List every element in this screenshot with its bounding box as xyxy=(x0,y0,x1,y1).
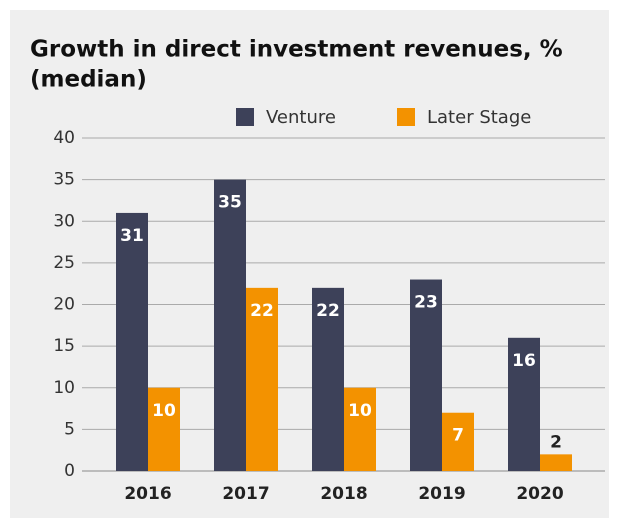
bar xyxy=(148,387,180,471)
data-label: 22 xyxy=(316,301,340,321)
bar xyxy=(246,287,278,471)
chart-title: (median) xyxy=(30,67,147,93)
x-tick-label: 2020 xyxy=(516,484,563,504)
data-label: 16 xyxy=(512,351,536,371)
data-label: 31 xyxy=(120,226,144,246)
data-label: 10 xyxy=(152,401,176,421)
x-tick-label: 2017 xyxy=(222,484,269,504)
legend-swatch xyxy=(397,108,415,126)
x-tick-label: 2019 xyxy=(418,484,465,504)
bar xyxy=(410,279,442,471)
bar xyxy=(508,337,540,471)
bar xyxy=(312,287,344,471)
y-tick-label: 20 xyxy=(53,295,75,315)
y-tick-label: 5 xyxy=(64,419,75,439)
data-label: 2 xyxy=(550,432,562,452)
y-tick-label: 40 xyxy=(53,128,75,148)
legend-label: Venture xyxy=(266,107,336,128)
bar xyxy=(116,212,148,472)
x-tick-label: 2018 xyxy=(320,484,367,504)
data-label: 10 xyxy=(348,401,372,421)
chart-title: Growth in direct investment revenues, % xyxy=(30,37,563,63)
bar xyxy=(540,454,572,471)
legend-swatch xyxy=(236,108,254,126)
bar xyxy=(214,179,246,471)
y-tick-label: 35 xyxy=(53,170,75,190)
y-tick-label: 0 xyxy=(64,461,75,481)
data-label: 7 xyxy=(452,426,464,446)
legend-label: Later Stage xyxy=(427,107,531,128)
data-label: 22 xyxy=(250,301,274,321)
data-label: 35 xyxy=(218,193,242,213)
y-tick-label: 25 xyxy=(53,253,75,273)
y-tick-label: 30 xyxy=(53,211,75,231)
bar xyxy=(344,387,376,471)
bar xyxy=(442,412,474,471)
data-label: 23 xyxy=(414,293,438,313)
y-tick-label: 10 xyxy=(53,378,75,398)
y-tick-label: 15 xyxy=(53,336,75,356)
x-tick-label: 2016 xyxy=(124,484,171,504)
